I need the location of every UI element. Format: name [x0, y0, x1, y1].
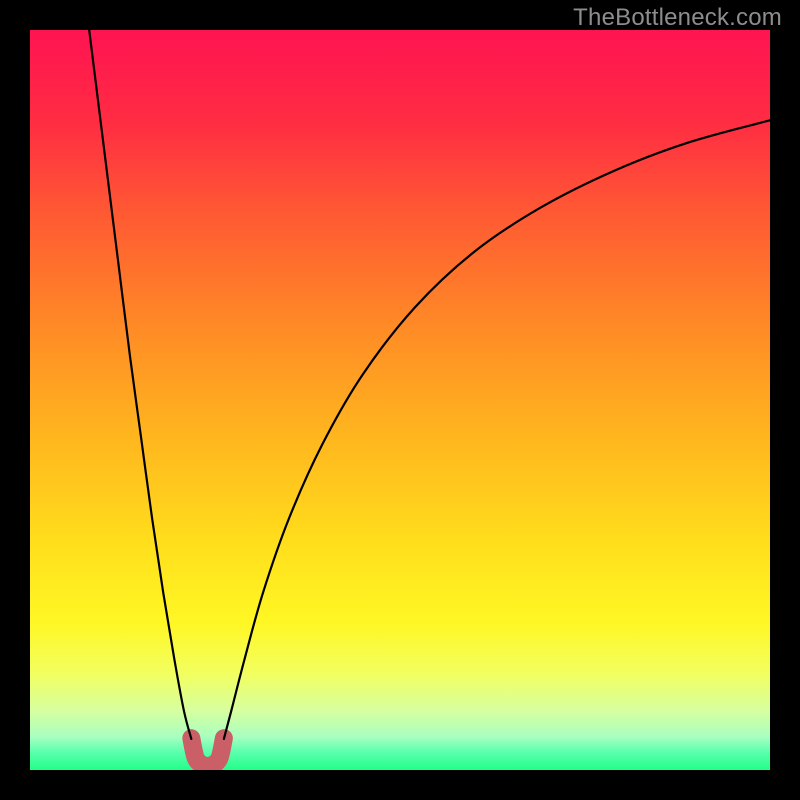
- chart-background: [30, 30, 770, 770]
- watermark-text: TheBottleneck.com: [573, 4, 782, 32]
- bottleneck-chart: [30, 30, 770, 770]
